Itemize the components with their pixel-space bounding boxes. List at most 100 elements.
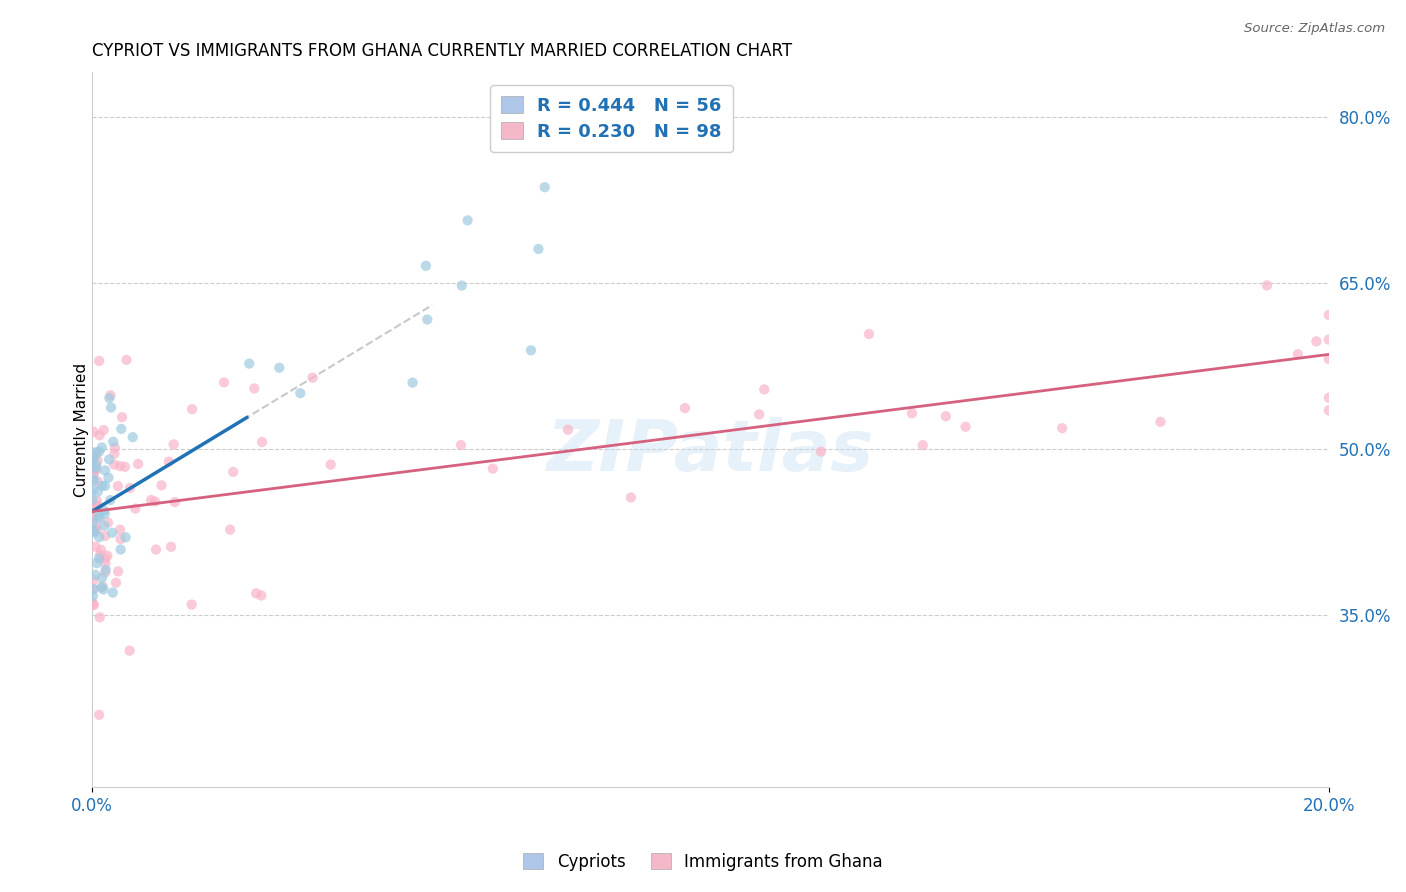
Point [1317, 333, 1340, 347]
Point [450, 278, 472, 293]
Point [82, 582, 104, 596]
Point [127, 457, 149, 471]
Point [82, 474, 104, 488]
Point [219, 523, 242, 537]
Point [84, 519, 107, 533]
Point [86, 493, 108, 508]
Point [110, 422, 132, 436]
Point [527, 242, 550, 256]
Point [108, 459, 131, 474]
Point [87, 509, 110, 524]
Point [82, 469, 104, 483]
Point [1317, 352, 1340, 367]
Point [86, 447, 108, 461]
Point [115, 352, 138, 367]
Point [108, 523, 131, 537]
Point [114, 530, 136, 544]
Point [935, 409, 957, 424]
Point [82, 509, 104, 524]
Point [101, 525, 124, 540]
Point [103, 447, 125, 461]
Point [110, 532, 132, 546]
Point [94, 551, 117, 566]
Point [290, 386, 312, 401]
Point [103, 434, 125, 449]
Point [415, 259, 437, 273]
Point [89, 511, 111, 525]
Point [83, 472, 105, 486]
Point [1256, 278, 1278, 293]
Point [121, 430, 143, 444]
Point [1317, 391, 1340, 405]
Point [83, 573, 105, 587]
Point [90, 542, 112, 557]
Point [82, 492, 104, 507]
Point [533, 180, 555, 194]
Point [90, 441, 112, 455]
Point [94, 557, 117, 571]
Point [481, 461, 503, 475]
Point [84, 461, 107, 475]
Point [82, 483, 104, 497]
Point [901, 406, 924, 420]
Point [157, 455, 180, 469]
Point [82, 596, 104, 610]
Point [98, 493, 121, 508]
Point [82, 509, 104, 524]
Point [111, 410, 134, 425]
Point [91, 571, 114, 585]
Point [87, 551, 110, 566]
Point [160, 540, 183, 554]
Point [1286, 347, 1309, 361]
Point [86, 458, 108, 473]
Point [245, 586, 267, 600]
Point [84, 568, 107, 582]
Point [87, 484, 110, 499]
Point [250, 435, 273, 450]
Point [101, 585, 124, 599]
Point [93, 507, 115, 521]
Point [83, 450, 105, 465]
Point [86, 556, 108, 570]
Point [97, 516, 120, 530]
Point [118, 481, 141, 495]
Point [82, 589, 104, 603]
Point [90, 580, 112, 594]
Point [103, 458, 125, 472]
Point [82, 516, 104, 531]
Point [86, 475, 108, 489]
Y-axis label: Currently Married: Currently Married [73, 362, 89, 497]
Point [89, 428, 111, 442]
Point [86, 462, 108, 476]
Point [93, 503, 115, 517]
Point [180, 598, 202, 612]
Point [100, 388, 122, 402]
Point [810, 444, 832, 458]
Point [124, 501, 146, 516]
Point [82, 453, 104, 467]
Point [91, 579, 114, 593]
Point [104, 441, 127, 455]
Point [143, 494, 166, 508]
Point [87, 707, 110, 722]
Point [955, 419, 977, 434]
Text: ZIPatlas: ZIPatlas [547, 417, 875, 485]
Point [520, 343, 543, 358]
Point [212, 376, 235, 390]
Point [150, 478, 173, 492]
Point [89, 610, 111, 624]
Point [110, 542, 132, 557]
Point [94, 463, 117, 477]
Point [96, 549, 118, 563]
Point [114, 459, 136, 474]
Point [1305, 334, 1327, 349]
Point [911, 438, 934, 452]
Point [748, 408, 770, 422]
Point [107, 479, 129, 493]
Point [84, 540, 107, 554]
Point [83, 499, 105, 513]
Point [98, 391, 121, 405]
Point [1050, 421, 1073, 435]
Point [83, 425, 105, 439]
Point [86, 454, 108, 468]
